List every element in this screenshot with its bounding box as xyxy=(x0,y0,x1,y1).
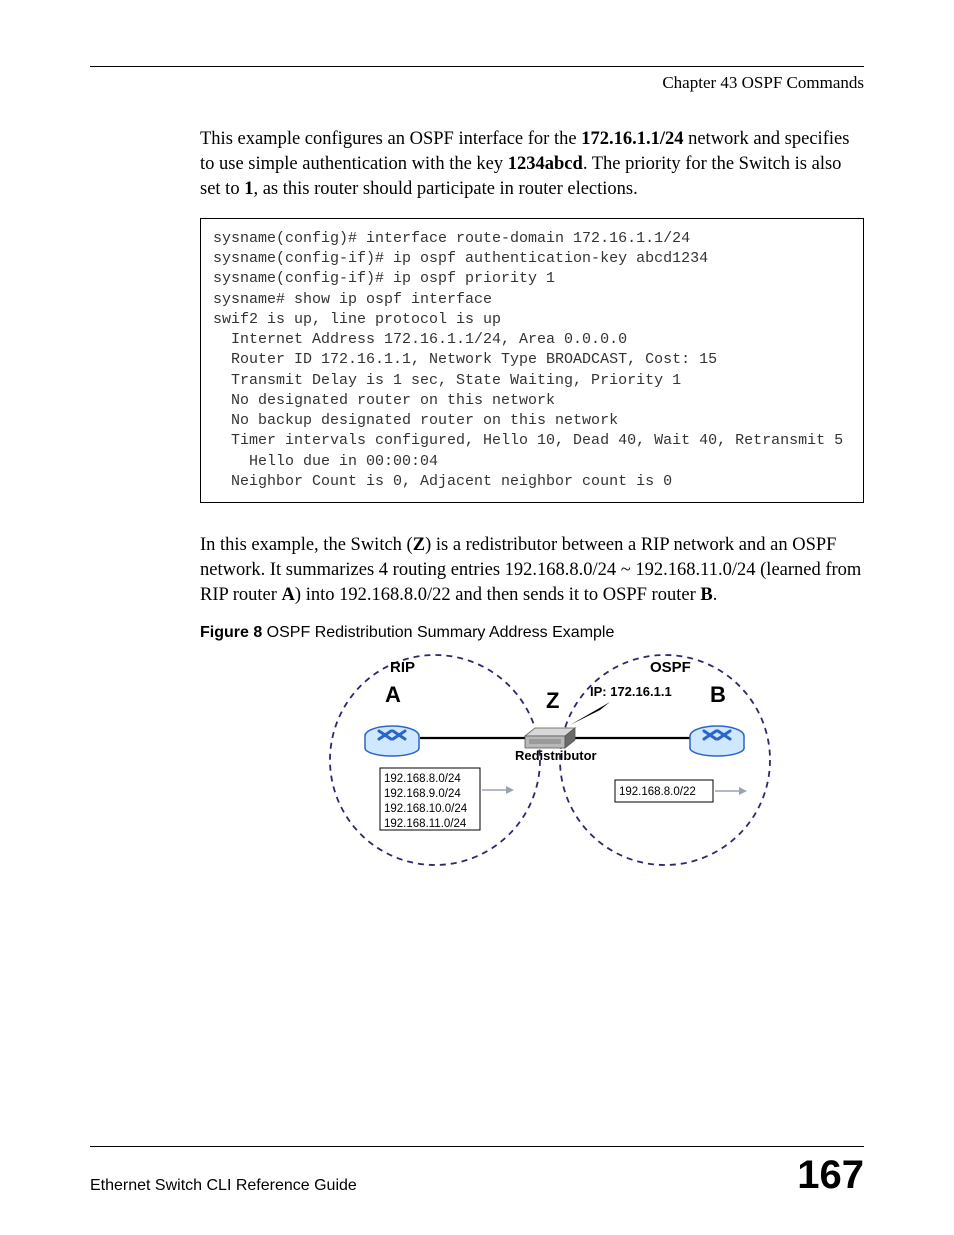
code-block: sysname(config)# interface route-domain … xyxy=(200,218,864,503)
svg-text:Z: Z xyxy=(546,688,559,713)
p1-b1: 172.16.1.1/24 xyxy=(581,129,683,149)
svg-text:Redistributor: Redistributor xyxy=(515,748,597,763)
footer-left: Ethernet Switch CLI Reference Guide xyxy=(90,1177,357,1195)
p2-t3: ) into 192.168.8.0/22 and then sends it … xyxy=(295,585,700,605)
page: Chapter 43 OSPF Commands This example co… xyxy=(0,0,954,1235)
svg-text:192.168.9.0/24: 192.168.9.0/24 xyxy=(384,788,461,800)
p1-t4: , as this router should participate in r… xyxy=(253,179,637,199)
svg-text:B: B xyxy=(710,682,726,707)
diagram-svg: RIP OSPF A Z B IP: 172.16.1.1 Redistributor 192… xyxy=(270,650,830,870)
page-number: 167 xyxy=(797,1155,864,1195)
header-chapter: Chapter 43 OSPF Commands xyxy=(90,73,864,93)
diagram: RIP OSPF A Z B IP: 172.16.1.1 Redistributor 192… xyxy=(270,650,830,870)
figure-label: Figure 8 xyxy=(200,624,262,641)
p1-t1: This example configures an OSPF interfac… xyxy=(200,129,581,149)
figure-caption: Figure 8 OSPF Redistribution Summary Add… xyxy=(200,624,864,642)
p2-t4: . xyxy=(713,585,718,605)
footer-rule xyxy=(90,1146,864,1147)
footer: Ethernet Switch CLI Reference Guide 167 xyxy=(90,1146,864,1195)
p2-b1: Z xyxy=(413,535,425,555)
svg-text:192.168.10.0/24: 192.168.10.0/24 xyxy=(384,803,468,815)
p2-t1: In this example, the Switch ( xyxy=(200,535,413,555)
p1-b2: 1234abcd xyxy=(508,154,583,174)
svg-text:A: A xyxy=(385,682,401,707)
svg-text:192.168.8.0/22: 192.168.8.0/22 xyxy=(619,786,696,798)
paragraph-1: This example configures an OSPF interfac… xyxy=(200,127,864,202)
svg-text:OSPF: OSPF xyxy=(650,659,691,676)
svg-text:192.168.8.0/24: 192.168.8.0/24 xyxy=(384,773,461,785)
svg-text:IP: 172.16.1.1: IP: 172.16.1.1 xyxy=(590,684,672,699)
p2-b2: A xyxy=(282,585,295,605)
svg-text:192.168.11.0/24: 192.168.11.0/24 xyxy=(384,818,467,830)
p2-b3: B xyxy=(700,585,712,605)
header-rule xyxy=(90,66,864,67)
paragraph-2: In this example, the Switch (Z) is a red… xyxy=(200,533,864,608)
svg-text:RIP: RIP xyxy=(390,659,415,676)
figure-title: OSPF Redistribution Summary Address Exam… xyxy=(262,624,614,641)
